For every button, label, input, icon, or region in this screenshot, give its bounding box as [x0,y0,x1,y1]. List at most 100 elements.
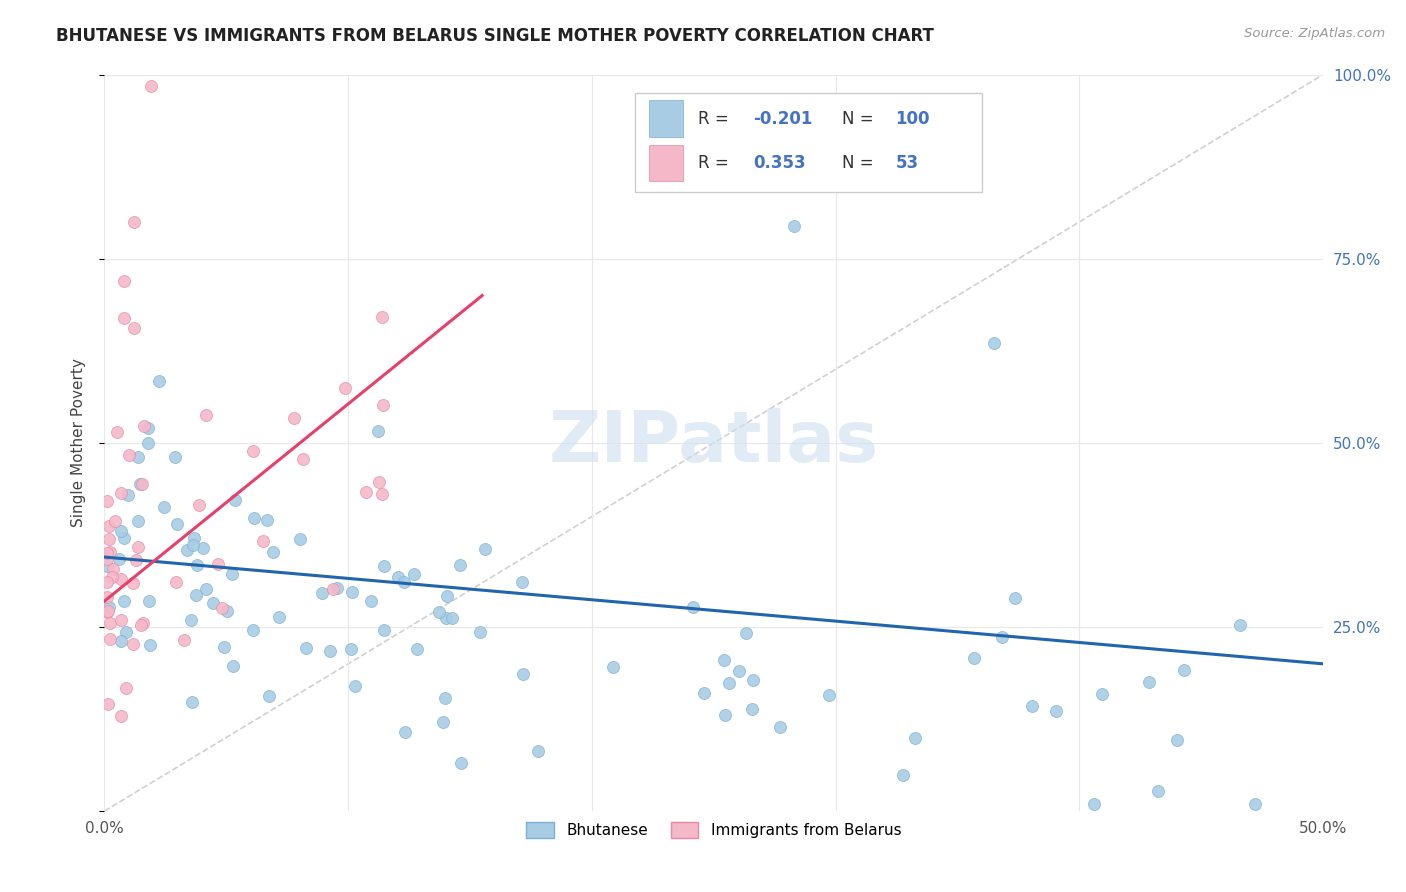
Point [112,594,135,608]
Point [713,708,735,723]
Point [718,676,741,690]
Point [1166,733,1188,747]
Point [344,679,367,693]
Point [112,310,135,325]
Point [187,498,209,512]
Point [402,566,425,581]
Point [129,618,152,632]
Point [602,660,624,674]
Point [741,701,763,715]
Point [434,611,457,625]
Point [96,493,118,508]
Point [98,632,121,647]
Point [1045,704,1067,718]
FancyBboxPatch shape [634,93,981,193]
Point [387,570,409,584]
Point [122,576,145,591]
Point [713,653,735,667]
Point [526,744,548,758]
Point [124,553,146,567]
Point [110,572,132,586]
Point [101,562,124,576]
Text: N =: N = [842,110,879,128]
Point [117,488,139,502]
Point [295,640,318,655]
Point [105,425,128,439]
Point [134,419,156,434]
Point [728,664,751,678]
Point [741,673,763,688]
Point [432,714,454,729]
Point [122,321,145,335]
Point [96,575,118,590]
Point [97,697,120,711]
Point [256,513,278,527]
Point [96,551,118,566]
Point [96,558,118,573]
Point [322,582,344,597]
Point [193,541,215,556]
Point [373,623,395,637]
Point [122,215,145,229]
Y-axis label: Single Mother Poverty: Single Mother Poverty [72,359,86,527]
Point [242,443,264,458]
Point [262,545,284,559]
Point [257,690,280,704]
Point [136,421,159,435]
Point [101,570,124,584]
Point [96,605,118,619]
Text: 0.353: 0.353 [752,154,806,172]
Text: 100: 100 [896,110,929,128]
Text: 53: 53 [896,154,918,172]
Point [394,724,416,739]
Point [110,486,132,500]
Point [990,630,1012,644]
Point [217,605,239,619]
Point [450,756,472,771]
Point [96,546,118,560]
Point [118,448,141,462]
Point [373,398,395,412]
Point [97,599,120,614]
Point [242,623,264,637]
Point [326,581,349,595]
Point [127,514,149,528]
Point [163,450,186,464]
Point [512,666,534,681]
Point [367,425,389,439]
Point [214,640,236,654]
Point [1083,797,1105,811]
Point [267,609,290,624]
Point [818,688,841,702]
Point [1147,784,1170,798]
Point [98,615,121,630]
Point [510,575,533,590]
Point [360,594,382,608]
Point [371,486,394,500]
Point [176,543,198,558]
Point [131,616,153,631]
Point [110,613,132,627]
Point [1173,664,1195,678]
Text: -0.201: -0.201 [752,110,813,128]
Bar [650,145,683,181]
Point [963,650,986,665]
Point [692,686,714,700]
Point [131,476,153,491]
Point [1004,591,1026,605]
Point [202,596,225,610]
Point [983,336,1005,351]
Point [180,613,202,627]
Point [207,557,229,571]
Point [110,709,132,723]
Point [339,641,361,656]
Point [1229,617,1251,632]
Point [734,626,756,640]
Bar [650,100,683,137]
Point [371,310,394,325]
Point [221,567,243,582]
Point [433,691,456,706]
Point [891,768,914,782]
Point [211,600,233,615]
Point [333,381,356,395]
